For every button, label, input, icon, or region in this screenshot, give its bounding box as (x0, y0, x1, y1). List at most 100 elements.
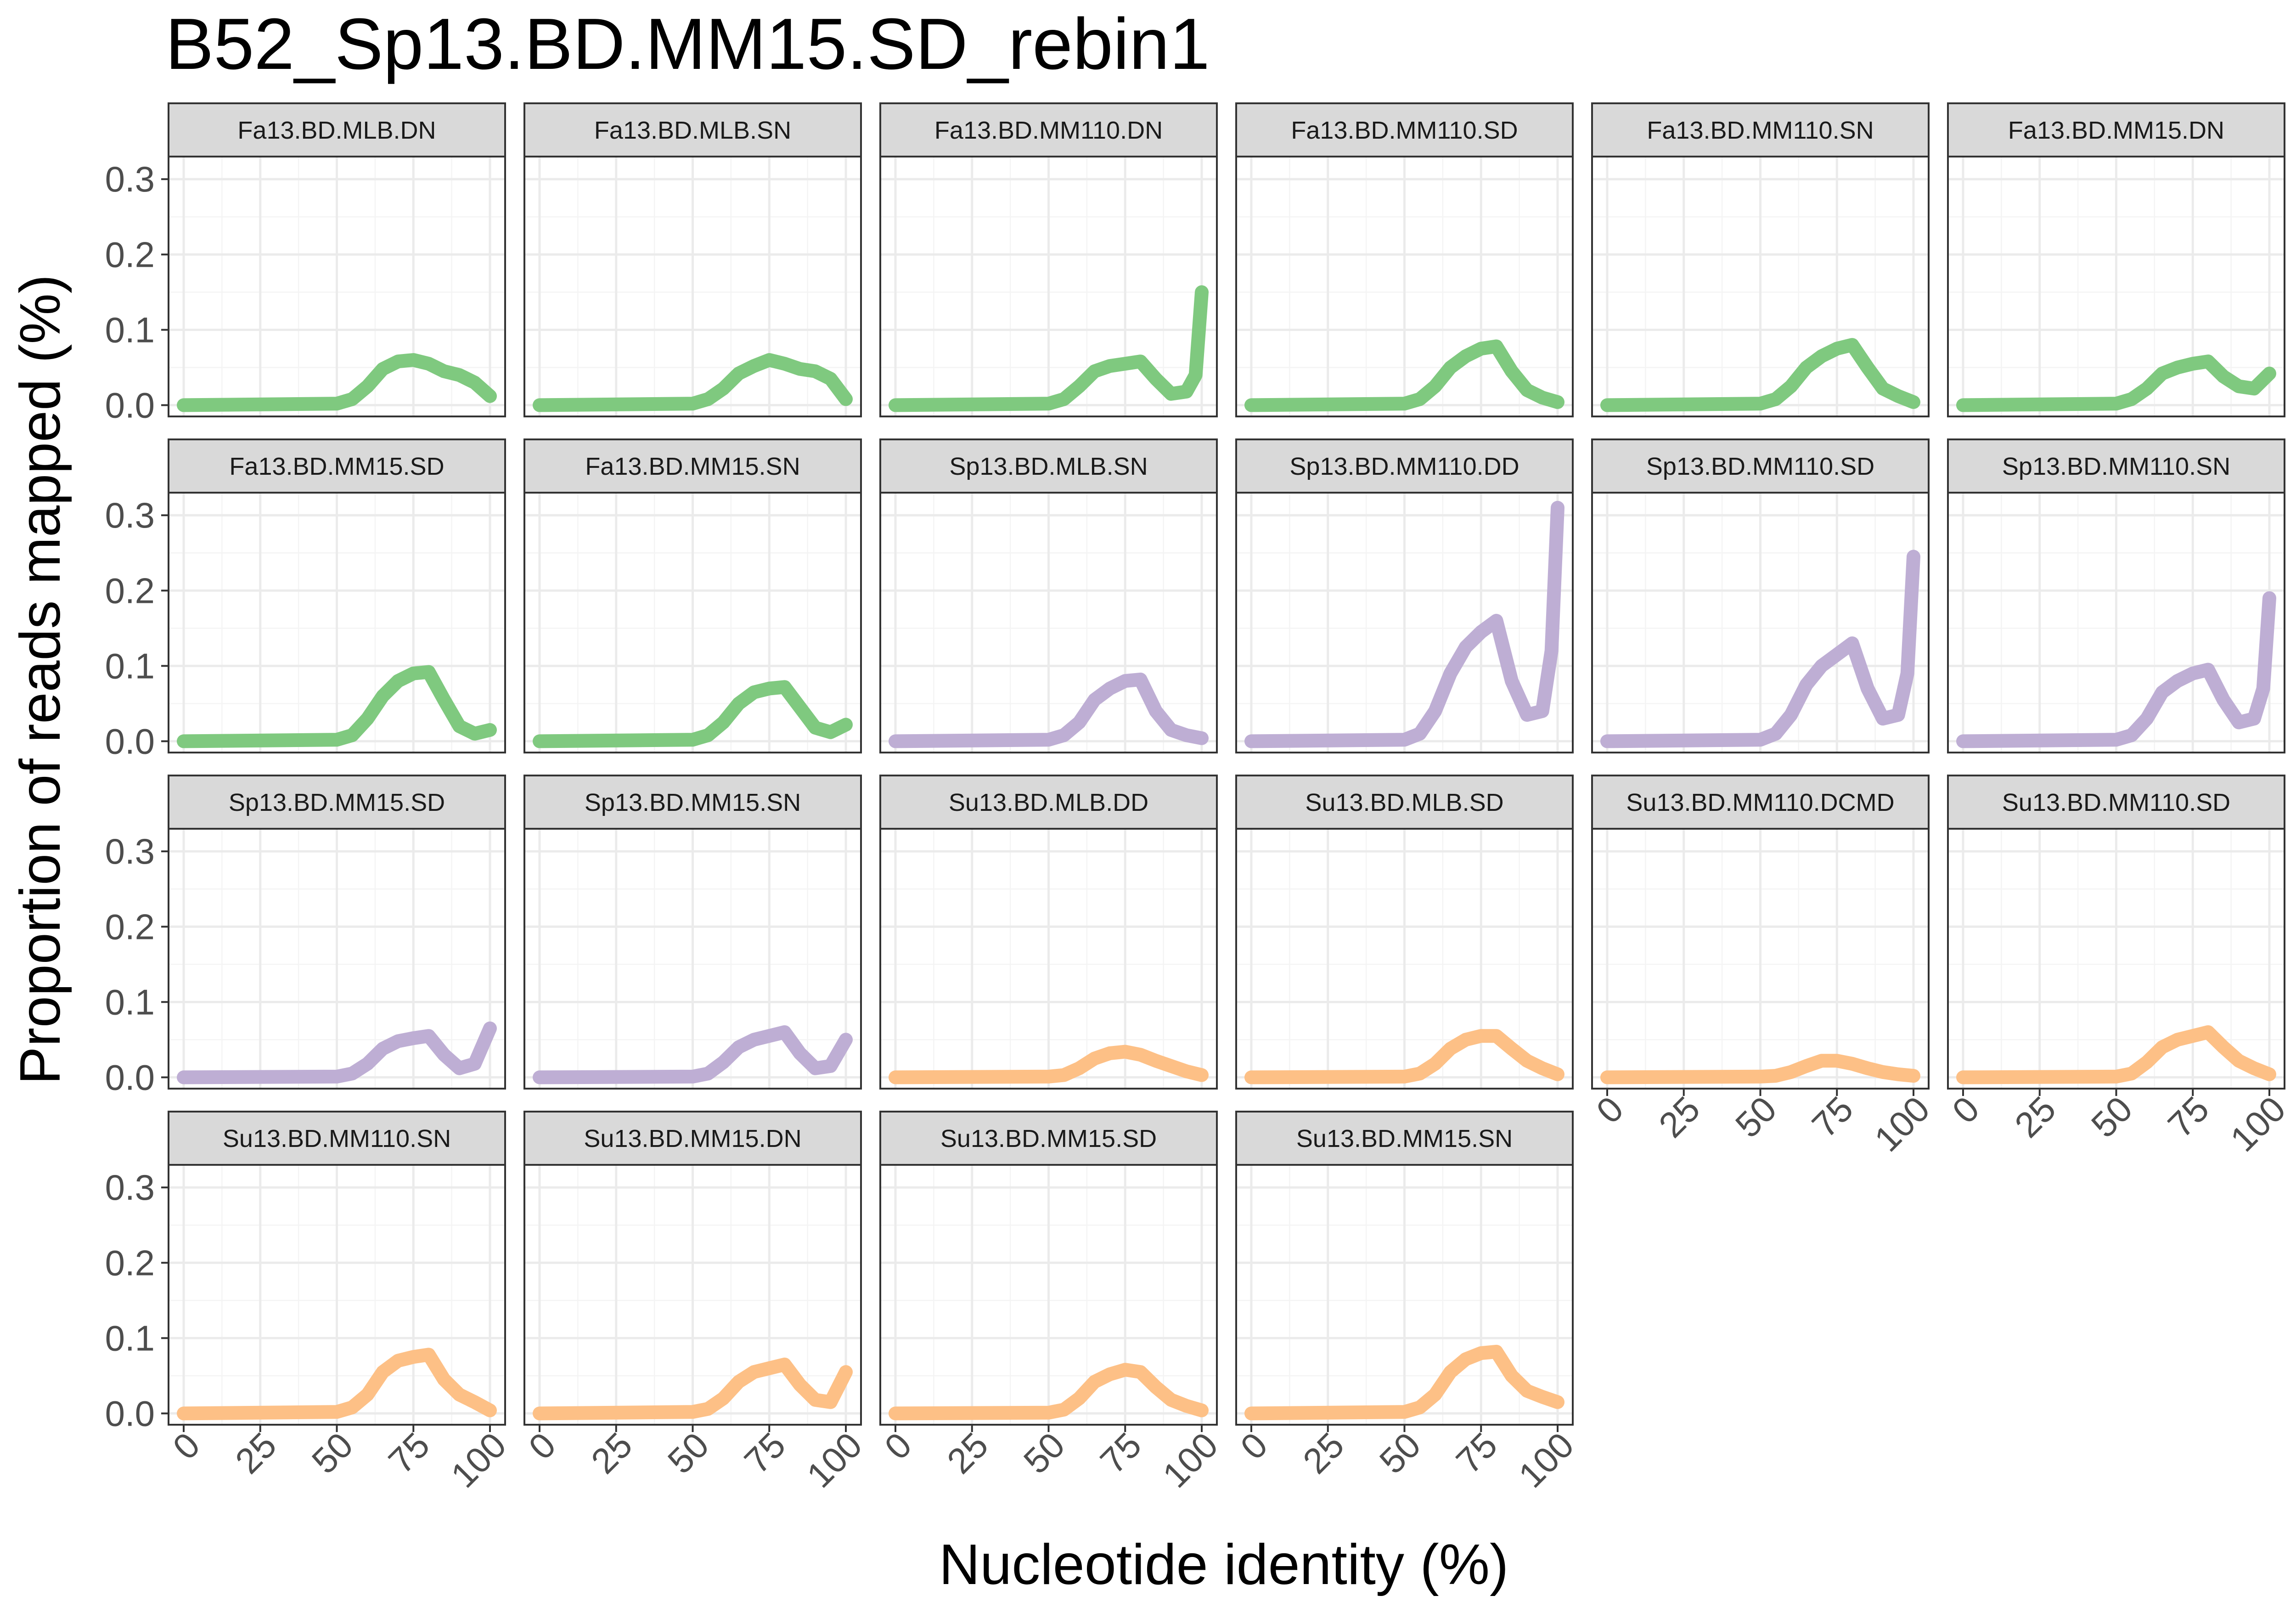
panel-border (1235, 492, 1574, 753)
series-line (1244, 1344, 1564, 1421)
facet-label: Sp13.BD.MM110.DD (1289, 453, 1519, 480)
facet-label: Su13.BD.MM110.SN (223, 1125, 451, 1152)
x-tick-label: 100 (1511, 1425, 1581, 1495)
series-line (177, 353, 497, 412)
y-tick-label: 0.0 (105, 721, 155, 761)
series-line (1600, 338, 1920, 412)
x-tick-label: 25 (227, 1425, 284, 1482)
facet-label: Fa13.BD.MM110.SD (1291, 117, 1518, 144)
facet-label: Su13.BD.MM15.DN (584, 1125, 801, 1152)
facet-label: Sp13.BD.MM15.SD (229, 789, 445, 816)
x-tick-label: 50 (1016, 1425, 1073, 1482)
x-tick-label: 0 (1232, 1425, 1275, 1467)
facet-panel: Sp13.BD.MM15.SD 0.0 0.1 0.2 0.3 (105, 775, 506, 1097)
panel-border (523, 156, 862, 417)
x-tick-label: 75 (1092, 1425, 1149, 1482)
panel-border (879, 492, 1218, 753)
facet-panel: Fa13.BD.MM15.SN (523, 438, 862, 753)
facet-strip (168, 775, 506, 830)
facet-strip (168, 102, 506, 157)
y-tick-label: 0.2 (105, 234, 155, 275)
series-line (1956, 1025, 2276, 1084)
facet-strip (168, 438, 506, 494)
series-line (1600, 1054, 1920, 1084)
facet-label: Su13.BD.MM15.SN (1296, 1125, 1513, 1152)
facet-panel: Sp13.BD.MM15.SN (523, 775, 862, 1090)
panel-border (168, 492, 506, 753)
facet-label: Su13.BD.MM110.SD (2002, 789, 2230, 816)
y-tick-label: 0.2 (105, 1242, 155, 1283)
y-tick-label: 0.2 (105, 906, 155, 947)
x-tick-label: 0 (521, 1425, 563, 1467)
facet-panel: Fa13.BD.MM110.DN (879, 102, 1218, 417)
panel-border (879, 156, 1218, 417)
series-line (177, 1348, 497, 1421)
y-tick-label: 0.3 (105, 159, 155, 199)
facet-strip (1947, 102, 2285, 157)
y-tick-label: 0.3 (105, 831, 155, 871)
facet-label: Su13.BD.MLB.DD (949, 789, 1148, 816)
y-tick-label: 0.1 (105, 309, 155, 350)
x-tick-label: 75 (1448, 1425, 1505, 1482)
x-tick-label: 50 (304, 1425, 361, 1482)
x-tick-label: 25 (2007, 1089, 2064, 1146)
facet-panel: Su13.BD.MM110.SN 0.0 0.1 0.2 0.3 0 25 50 75 100 (105, 1111, 514, 1495)
chart-title: B52_Sp13.BD.MM15.SD_rebin1 (165, 4, 1210, 84)
series-line (1956, 354, 2276, 412)
y-axis-title: Proportion of reads mapped (%) (9, 275, 72, 1084)
x-tick-label: 25 (1651, 1089, 1708, 1146)
facet-label: Fa13.BD.MM110.SN (1647, 117, 1874, 144)
x-tick-label: 100 (443, 1425, 514, 1495)
series-line (1244, 1029, 1564, 1084)
facet-panel: Fa13.BD.MM110.SN (1591, 102, 1930, 417)
x-tick-label: 100 (1867, 1089, 1937, 1159)
facet-label: Fa13.BD.MM15.DN (2008, 117, 2224, 144)
x-axis-title: Nucleotide identity (%) (939, 1533, 1509, 1596)
panel-border (1947, 156, 2285, 417)
series-line (533, 680, 853, 748)
series-line (1244, 339, 1564, 412)
facet-strip (1235, 102, 1574, 157)
series-line (1244, 500, 1564, 748)
x-tick-label: 100 (799, 1425, 870, 1495)
x-tick-label: 75 (737, 1425, 793, 1482)
facet-panel: Su13.BD.MLB.SD (1235, 775, 1574, 1090)
x-tick-label: 25 (583, 1425, 640, 1482)
series-line (533, 353, 853, 412)
panel-border (168, 156, 506, 417)
series-line (1600, 550, 1920, 748)
y-tick-label: 0.3 (105, 495, 155, 535)
x-tick-label: 50 (1372, 1425, 1429, 1482)
x-tick-label: 100 (1155, 1425, 1226, 1495)
series-line (533, 1357, 853, 1421)
facet-panel: Sp13.BD.MM110.DD (1235, 438, 1574, 753)
facet-strip (879, 438, 1218, 494)
facet-panel: Su13.BD.MM15.SD 0 25 50 75 100 (877, 1111, 1226, 1495)
facet-strip (879, 775, 1218, 830)
panel-border (1591, 156, 1930, 417)
facet-label: Fa13.BD.MM15.SN (585, 453, 800, 480)
panel-border (1947, 492, 2285, 753)
y-tick-label: 0.1 (105, 646, 155, 686)
x-tick-label: 0 (877, 1425, 919, 1467)
facet-label: Fa13.BD.MLB.SN (594, 117, 791, 144)
x-tick-label: 50 (660, 1425, 717, 1482)
panel-border (879, 828, 1218, 1090)
x-tick-label: 75 (1804, 1089, 1861, 1146)
facet-label: Fa13.BD.MLB.DN (237, 117, 436, 144)
facet-strip (1591, 438, 1930, 494)
series-line (889, 285, 1209, 412)
panel-border (523, 492, 862, 753)
facet-strip (523, 102, 862, 157)
facet-strip (1947, 775, 2285, 830)
facet-panel: Su13.BD.MLB.DD (879, 775, 1218, 1090)
series-line (889, 1045, 1209, 1084)
facet-panel: Su13.BD.MM110.DCMD 0 25 50 75 100 (1588, 775, 1937, 1159)
series-line (889, 1363, 1209, 1421)
facet-panel: Su13.BD.MM110.SD 0 25 50 75 100 (1944, 775, 2293, 1159)
series-line (533, 1025, 853, 1084)
series-line (177, 1021, 497, 1084)
facet-panel: Fa13.BD.MM110.SD (1235, 102, 1574, 417)
facet-strip (1235, 438, 1574, 494)
